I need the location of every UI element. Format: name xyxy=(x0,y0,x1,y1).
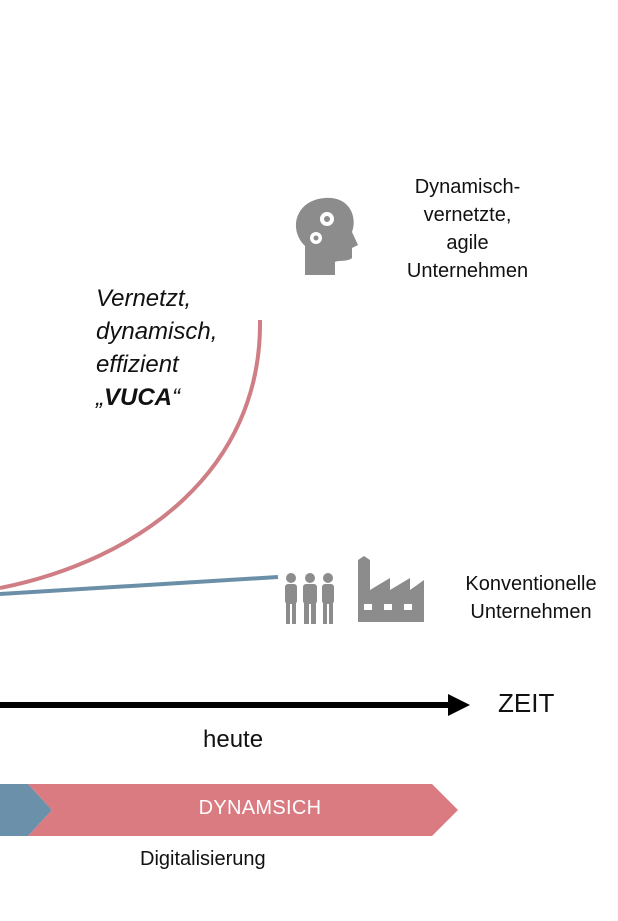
agile-label-line: Dynamisch- xyxy=(414,176,521,198)
people-group-icon xyxy=(285,573,334,624)
digitalization-label: Digitalisierung xyxy=(140,848,266,870)
phase-arrow-blue xyxy=(0,784,52,836)
conventional-label-line: Unternehmen xyxy=(470,601,592,623)
time-axis-arrowhead xyxy=(448,694,470,716)
vuca-word: VUCA xyxy=(104,384,173,411)
conventional-label-line: Konventionelle xyxy=(465,573,597,595)
agile-label-line: vernetzte, xyxy=(423,204,512,226)
agile-label-line: agile xyxy=(446,232,489,254)
conventional-companies-label: Konventionelle Unternehmen xyxy=(446,570,616,626)
phase-dynamic-label: DYNAMSICH xyxy=(198,797,322,819)
vuca-annotation: Vernetzt, dynamisch, effizient „VUCA“ xyxy=(96,282,217,414)
phase-arrow-red xyxy=(28,784,458,836)
vuca-line: effizient xyxy=(96,351,179,378)
agile-label-line: Unternehmen xyxy=(406,260,529,282)
vuca-line: dynamisch, xyxy=(96,318,218,345)
vuca-growth-curve xyxy=(0,319,263,590)
agile-companies-label: Dynamisch- vernetzte, agile Unternehmen xyxy=(380,173,555,285)
head-with-gears-icon xyxy=(295,197,358,275)
vuca-quote-open: „ xyxy=(96,384,104,411)
vuca-line: Vernetzt, xyxy=(96,285,192,312)
today-label: heute xyxy=(203,726,264,753)
time-axis-label: ZEIT xyxy=(498,688,555,718)
vuca-quote-close: “ xyxy=(172,384,181,411)
conventional-growth-line xyxy=(0,575,279,596)
vuca-quote: „VUCA“ xyxy=(96,381,217,414)
factory-icon xyxy=(358,556,424,622)
